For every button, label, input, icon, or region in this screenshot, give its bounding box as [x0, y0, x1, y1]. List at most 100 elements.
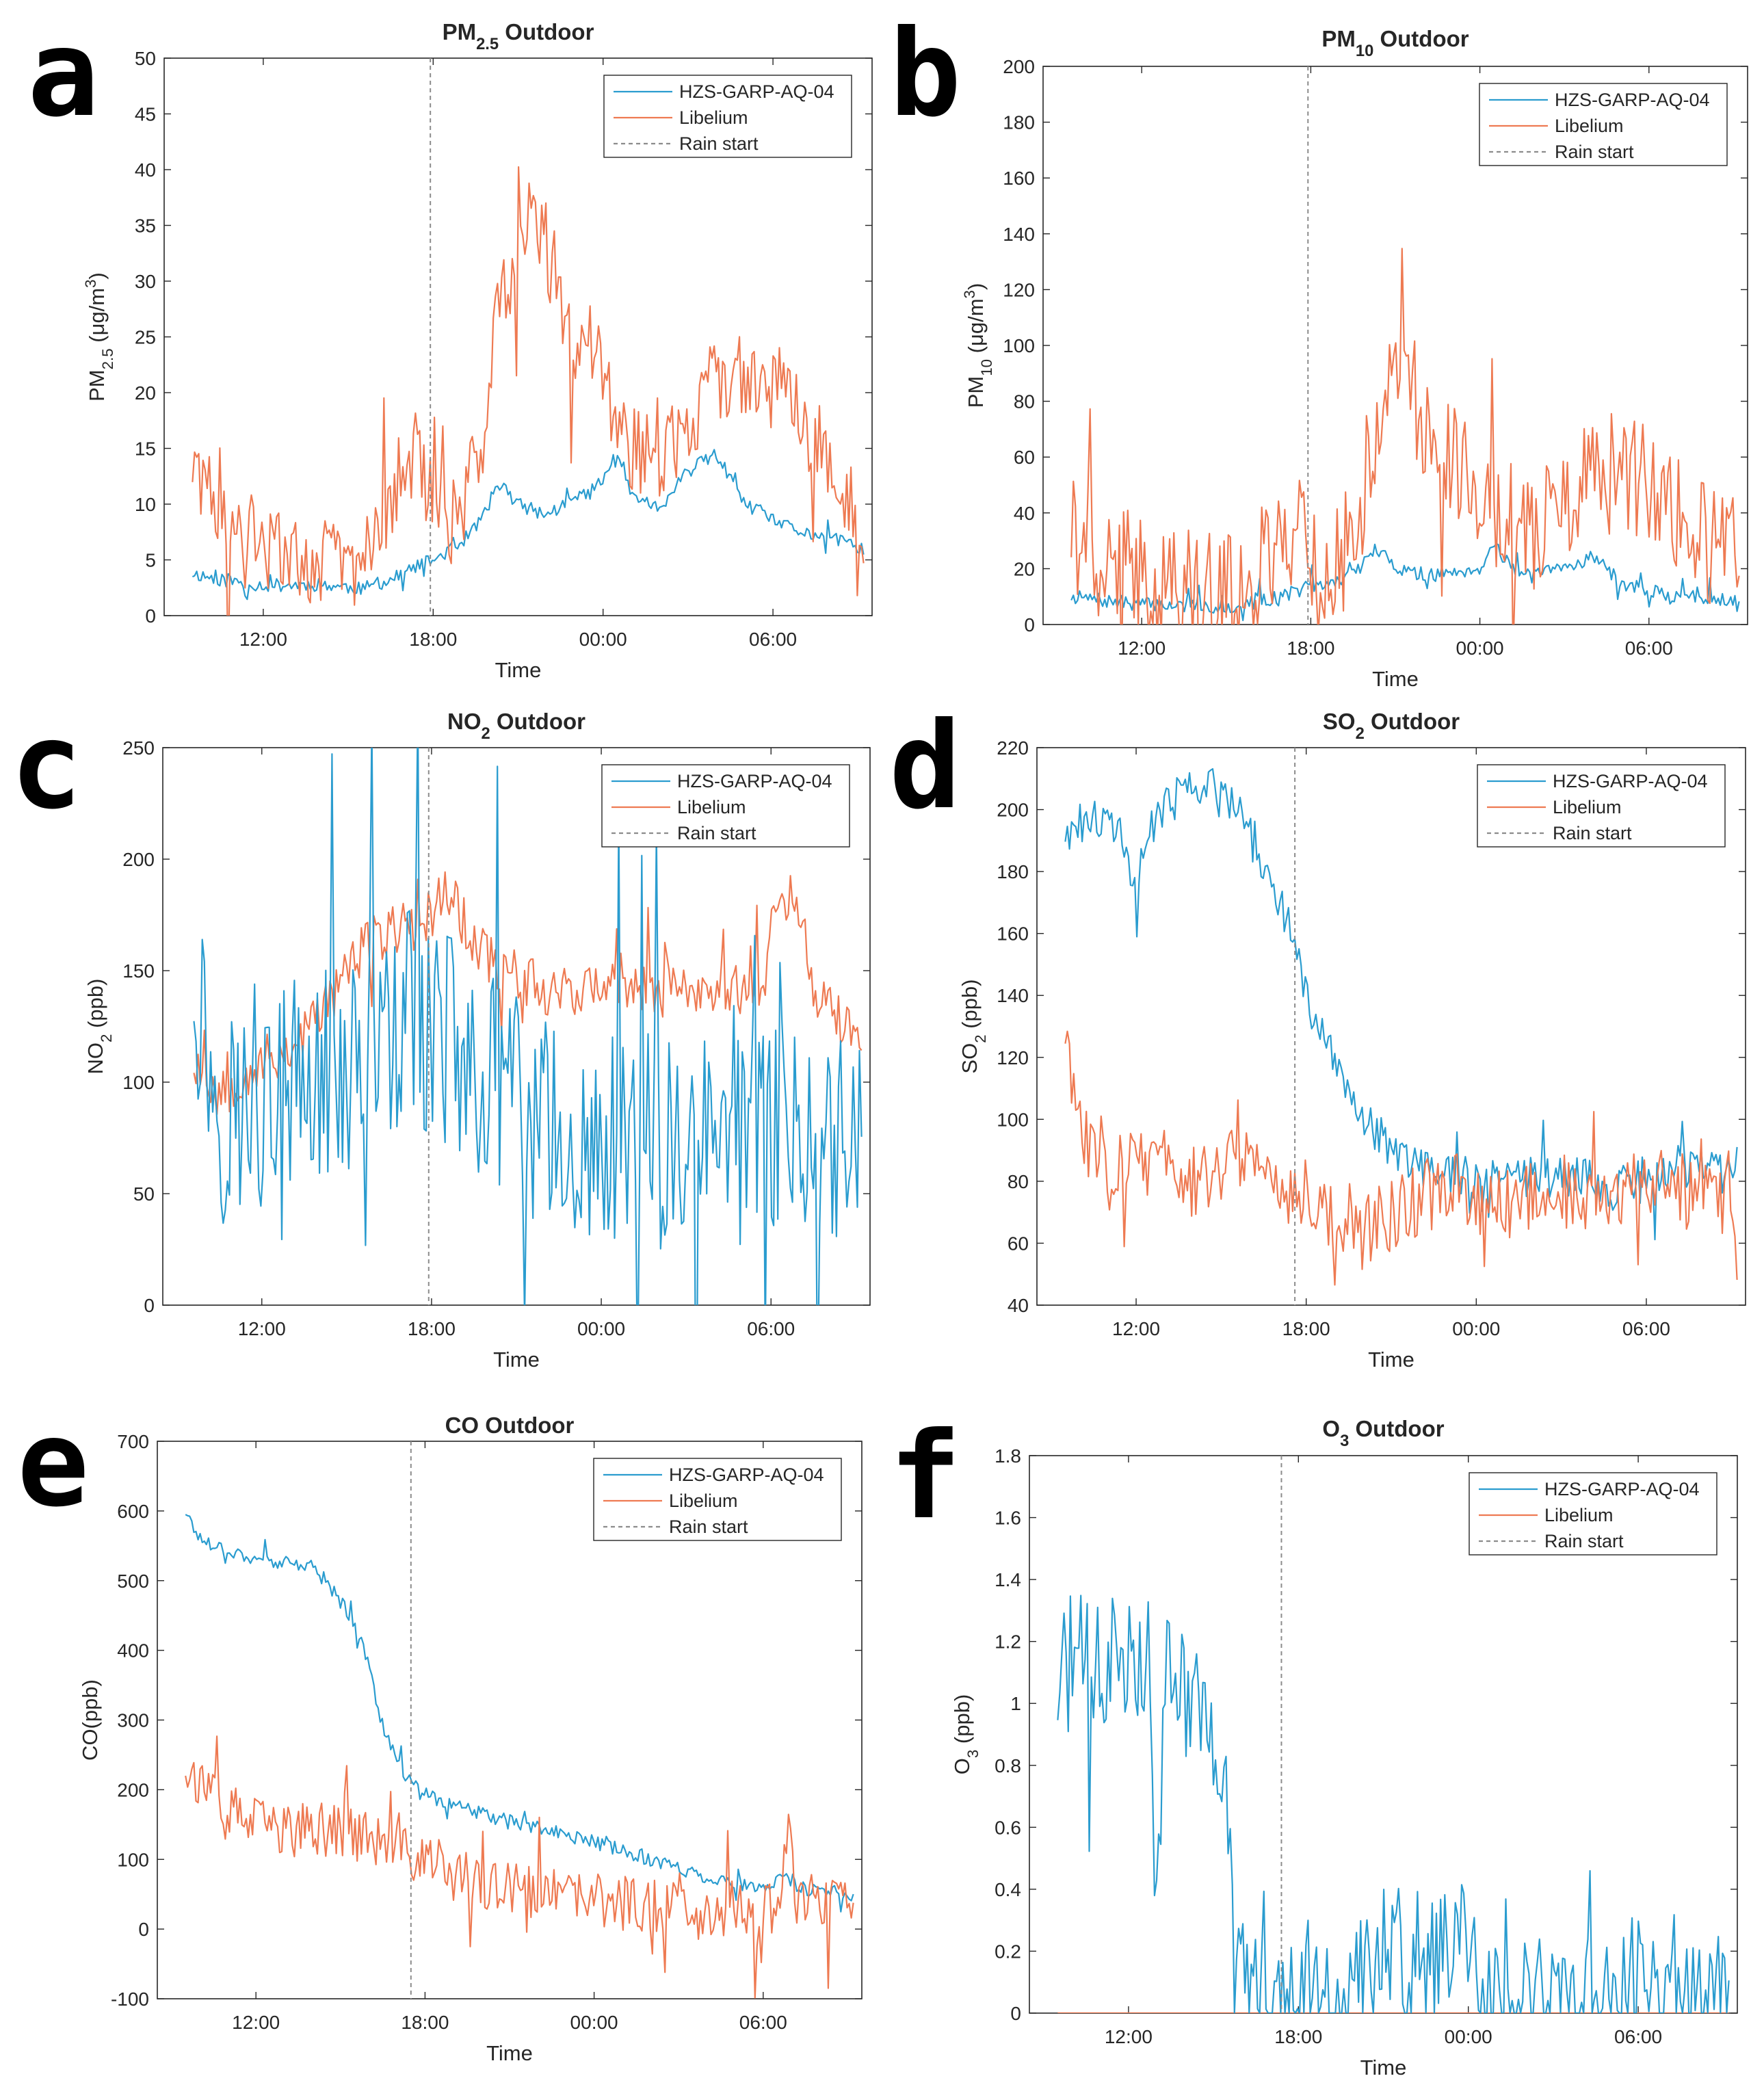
legend-entry: Libelium	[1544, 1505, 1614, 1525]
text-part-ylabel-sub: 3	[964, 1750, 982, 1758]
y-tick-label: 0	[138, 1919, 149, 1940]
legend: HZS-GARP-AQ-04 Libelium Rain start	[593, 1458, 842, 1541]
text-part-title-main: O	[1322, 1416, 1340, 1441]
legend-entry: Libelium	[679, 107, 748, 128]
y-tick-label: 200	[117, 1779, 149, 1800]
series-line-hzs-garp-aq-04	[1064, 767, 1738, 1241]
text-part-ylabel-end: )	[964, 283, 988, 290]
text-part-ylabel-rest: (ppb)	[958, 979, 982, 1034]
y-tick-label: 20	[1014, 558, 1035, 579]
y-tick-label: 5	[145, 550, 156, 571]
y-tick-label: 100	[997, 1109, 1029, 1130]
x-axis-label: Time	[1372, 667, 1419, 691]
x-tick-label: 18:00	[401, 2012, 449, 2033]
y-tick-label: 160	[1003, 168, 1035, 189]
legend-entry: Rain start	[1544, 1531, 1624, 1551]
x-tick-label: 06:00	[747, 1318, 795, 1339]
text-part-ylabel-rest: (ppb)	[83, 979, 107, 1034]
series-line-hzs-garp-aq-04	[193, 748, 863, 1305]
y-tick-label: 80	[1014, 391, 1035, 412]
legend: HZS-GARP-AQ-04 Libelium Rain start	[603, 75, 852, 158]
text-part-ylabel-sub: 2.5	[99, 348, 116, 369]
y-tick-label: 150	[122, 960, 155, 982]
y-tick-label: 10	[135, 494, 156, 515]
panel-letter-d: d	[889, 697, 961, 836]
text-part-ylabel-main: PM	[964, 376, 988, 408]
text-part-title-sub: 3	[1340, 1432, 1349, 1450]
plot-title: SO2 Outdoor	[1323, 709, 1460, 743]
y-tick-label: 100	[117, 1849, 149, 1870]
y-tick-label: 0.2	[995, 1941, 1021, 1962]
y-tick-label: 250	[122, 737, 155, 759]
y-tick-label: 120	[1003, 279, 1035, 300]
text-part-title-sub: 2.5	[476, 35, 499, 53]
text-part-title-rest: Outdoor	[1365, 709, 1460, 734]
text-part-title-main: NO	[447, 709, 482, 734]
panel-letter-c: c	[10, 697, 82, 836]
text-part-ylabel-sup: 3	[82, 279, 99, 287]
panel-letter-f: f	[889, 1407, 961, 1546]
text-part-title-sub: 2	[481, 724, 490, 743]
series-line-hzs-garp-aq-04	[192, 449, 865, 601]
y-axis-label: PM10 (μg/m3)	[961, 283, 995, 408]
legend: HZS-GARP-AQ-04 Libelium Rain start	[1479, 83, 1728, 166]
y-tick-label: 400	[117, 1640, 149, 1662]
x-tick-label: 18:00	[408, 1318, 456, 1339]
y-tick-label: 140	[1003, 224, 1035, 245]
y-tick-label: 1	[1010, 1693, 1021, 1714]
y-tick-label: 600	[117, 1501, 149, 1522]
y-axis-label: CO(ppb)	[78, 1679, 102, 1761]
x-tick-label: 12:00	[1105, 2026, 1153, 2047]
legend-entry: HZS-GARP-AQ-04	[1553, 771, 1708, 791]
y-tick-label: 0.6	[995, 1817, 1021, 1838]
text-part-title-rest: Outdoor	[1349, 1416, 1444, 1441]
y-tick-label: 220	[997, 737, 1029, 759]
series-line-libelium	[192, 166, 865, 616]
x-tick-label: 00:00	[1445, 2026, 1492, 2047]
plot-title: O3 Outdoor	[1322, 1416, 1444, 1450]
y-tick-label: 0.8	[995, 1755, 1021, 1776]
x-tick-label: 06:00	[1625, 638, 1673, 659]
x-tick-label: 00:00	[1456, 638, 1504, 659]
x-axis-label: Time	[1368, 1348, 1414, 1371]
x-tick-label: 18:00	[1274, 2026, 1322, 2047]
legend-entry: Libelium	[669, 1491, 738, 1511]
x-tick-label: 12:00	[238, 1318, 286, 1339]
text-part-title-main: SO	[1323, 709, 1356, 734]
text-part-ylabel-sub: 2	[98, 1034, 115, 1042]
text-part-title-main: PM	[1321, 26, 1356, 51]
legend-entry: Rain start	[677, 823, 756, 843]
y-tick-label: 40	[1008, 1295, 1029, 1316]
y-tick-label: 0.4	[995, 1879, 1021, 1900]
y-axis-label: NO2 (ppb)	[83, 979, 115, 1075]
text-part-title-sub: 10	[1356, 42, 1373, 60]
series-line-libelium	[193, 871, 863, 1116]
panel-f: f 0 0.2 0.4 0.6 0.8 1 1.2 1.4 1.6 1.8 12:00 18:00 00:…	[889, 1407, 1738, 2079]
legend-entry: Rain start	[1553, 823, 1632, 843]
x-tick-label: 12:00	[1112, 1318, 1160, 1339]
plot-title: PM2.5 Outdoor	[443, 19, 594, 53]
panel-letter-a: a	[27, 5, 99, 144]
y-axis-label: O3 (ppb)	[950, 1694, 982, 1775]
text-part-title-main: PM	[443, 19, 477, 44]
y-tick-label: 50	[135, 48, 156, 69]
legend-entry: HZS-GARP-AQ-04	[679, 81, 834, 102]
y-tick-label: 35	[135, 215, 156, 237]
x-tick-label: 12:00	[232, 2012, 280, 2033]
legend: HZS-GARP-AQ-04 Libelium Rain start	[1469, 1472, 1717, 1556]
text-part-ylabel-sup: 3	[961, 290, 978, 298]
x-axis-label: Time	[486, 2041, 533, 2065]
legend-box	[1469, 1472, 1717, 1556]
y-tick-label: 1.2	[995, 1631, 1021, 1653]
text-part-ylabel-rest: (μg/m	[85, 288, 109, 348]
y-tick-label: 300	[117, 1710, 149, 1731]
text-part-ylabel-main: O	[950, 1758, 974, 1774]
panel-a: a 0 5 10 15 20 25 30 35 40 45 50 12:00 18:00 00:00 06:0…	[27, 5, 873, 682]
legend-entry: Libelium	[677, 797, 746, 817]
x-tick-label: 12:00	[239, 629, 287, 650]
y-tick-label: 20	[135, 382, 156, 404]
panel-d: d 40 60 80 100 120 140 160 180 200 220 12:00 18:00 00…	[889, 697, 1746, 1371]
y-tick-label: 25	[135, 327, 156, 348]
y-tick-label: 100	[1003, 335, 1035, 356]
y-tick-label: 200	[122, 849, 155, 870]
